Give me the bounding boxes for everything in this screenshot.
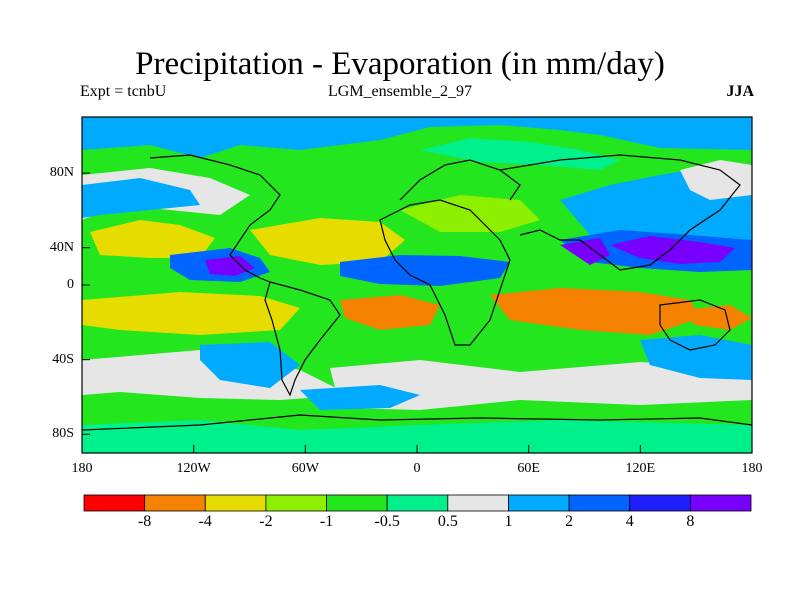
colorbar-label: -4 (198, 513, 212, 530)
nwpac-white (680, 160, 752, 200)
colorbar-box (568, 494, 631, 512)
colorbar-label: 8 (686, 513, 695, 530)
antarctic-green (82, 420, 752, 453)
ensemble-label: LGM_ensemble_2_97 (328, 83, 472, 100)
lon-tick-label: 180 (71, 461, 93, 476)
colorbar-label: -2 (259, 513, 273, 530)
colorbar-boxes (83, 494, 752, 512)
colorbar-box (629, 494, 691, 512)
atl-itcz (340, 255, 510, 286)
colorbar-box (386, 494, 449, 512)
lon-tick-label: 120W (176, 461, 211, 476)
lat-tick-marks (82, 172, 90, 435)
colorbar-box (447, 494, 509, 512)
colorbar-box (508, 494, 570, 512)
australia-dry (680, 305, 752, 330)
asia-coast (499, 154, 741, 271)
satl-dry (340, 295, 440, 330)
colorbar-label: -8 (137, 513, 152, 530)
lon-tick-label: 120E (625, 461, 656, 476)
india-core (560, 238, 610, 265)
north-america-coast (149, 154, 281, 283)
spac-dry (82, 292, 300, 335)
south-america-coast (264, 281, 341, 397)
lat-tick-label: 40N (49, 239, 74, 255)
lat-tick-label: 0 (67, 277, 74, 292)
lat-tick-label: 80S (52, 426, 74, 442)
experiment-label: Expt = tcnbU (80, 83, 167, 100)
epac-itcz-core (205, 256, 255, 276)
colorbar-box (204, 494, 267, 512)
contour-fields (82, 117, 752, 453)
lon-tick-label: 180 (741, 461, 763, 476)
europe-coast (399, 159, 521, 201)
australia-coast (659, 299, 731, 351)
colorbar-label: 4 (625, 513, 634, 530)
so-blue-1 (200, 342, 300, 388)
colorbar-box (265, 494, 327, 512)
colorbar-box (83, 494, 146, 512)
antarctica-coast (82, 414, 752, 431)
lon-tick-label: 60W (291, 461, 319, 476)
so-blue-2 (640, 335, 752, 380)
npac-blue (82, 178, 200, 218)
arctic-blue (82, 117, 752, 158)
lat-tick-label: 80N (49, 165, 74, 180)
so-blue-3 (300, 385, 420, 410)
colorbar-box (326, 494, 388, 512)
lon-tick-marks (81, 445, 753, 453)
lon-tick-label: 60E (517, 461, 540, 476)
arctic-green (420, 138, 620, 170)
sahara-dry (400, 195, 540, 232)
colorbar-label: 2 (565, 513, 574, 530)
sio-dry (490, 288, 700, 335)
colorbar-label: 1 (504, 513, 513, 530)
colorbar-box (689, 494, 752, 512)
lon-tick-label: 0 (413, 461, 421, 476)
npac-dry (90, 220, 215, 258)
so-white-east (330, 360, 752, 410)
monsoon-core (610, 236, 735, 264)
africa-coast (379, 199, 511, 346)
coastlines (82, 154, 752, 431)
season-label: JJA (726, 83, 754, 100)
colorbar-box (144, 494, 206, 512)
colorbar-label: -0.5 (374, 513, 400, 530)
natl-dry (250, 218, 405, 265)
colorbar-label: -1 (319, 513, 334, 530)
lat-tick-label: 40S (52, 351, 74, 367)
chart-title: Precipitation - Evaporation (in mm/day) (135, 46, 665, 82)
colorbar-label: 0.5 (437, 513, 458, 530)
